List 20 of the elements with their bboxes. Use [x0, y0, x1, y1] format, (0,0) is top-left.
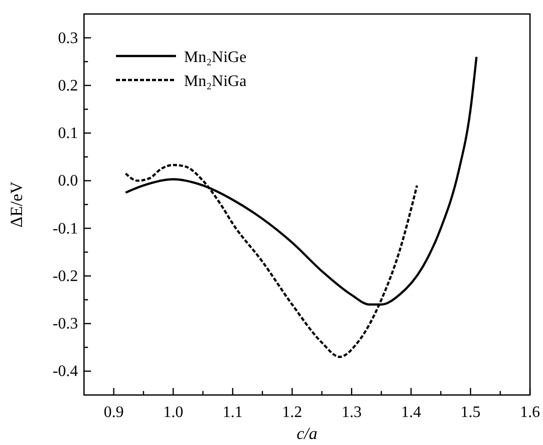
x-tick-label: 1.3: [342, 404, 362, 421]
x-tick-label: 1.2: [282, 404, 302, 421]
y-tick-label: -0.2: [52, 268, 78, 285]
x-tick-label: 1.5: [460, 404, 481, 421]
x-tick-label: 1.6: [520, 404, 540, 421]
y-axis-title: ΔE/eV: [7, 180, 26, 228]
y-tick-label: -0.1: [52, 220, 78, 238]
y-tick-label: 0.2: [58, 77, 78, 94]
x-axis-title: c/a: [296, 424, 318, 443]
y-tick-label: 0.3: [58, 30, 78, 47]
y-tick-label: 0.0: [58, 172, 78, 190]
y-tick-label: 0.1: [58, 125, 78, 142]
x-tick-label: 1.1: [222, 404, 243, 421]
x-tick-label: 0.9: [104, 404, 124, 421]
x-tick-label: 1.0: [163, 404, 184, 421]
legend-label: Mn₂NiGe: [184, 49, 246, 66]
legend-label: Mn₂NiGa: [184, 73, 246, 90]
y-tick-label: -0.4: [52, 363, 78, 380]
y-tick-label: -0.3: [52, 316, 78, 333]
x-tick-label: 1.4: [401, 404, 422, 421]
